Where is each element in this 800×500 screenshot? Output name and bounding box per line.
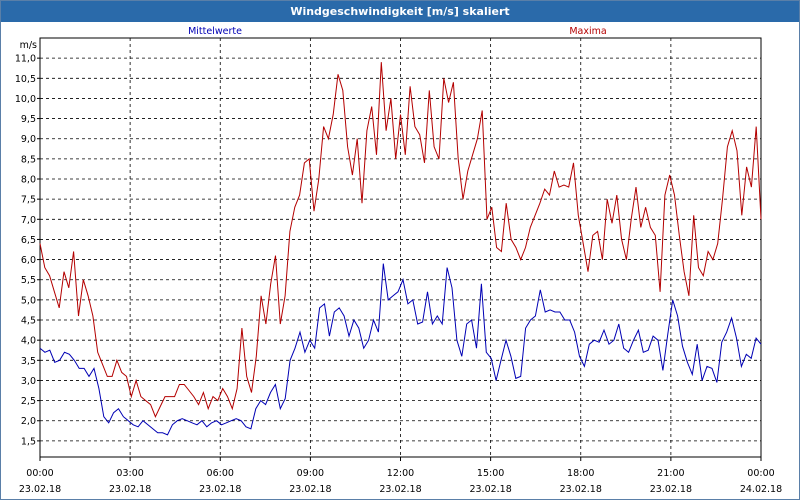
y-tick-label: 5,5 (21, 275, 36, 286)
x-tick-date: 23.02.18 (650, 484, 692, 495)
series-line-mittelwerte (39, 263, 762, 436)
y-tick-label: 2,0 (21, 416, 36, 427)
y-tick-label: 10,0 (15, 94, 36, 105)
y-tick-label: 3,0 (21, 376, 36, 387)
series-lines (39, 62, 762, 436)
x-tick-time: 15:00 (477, 468, 504, 479)
y-tick-label: 4,0 (21, 336, 36, 347)
y-tick-label: 8,0 (21, 175, 36, 186)
y-tick-label: 6,5 (21, 235, 36, 246)
x-tick-date: 23.02.18 (469, 484, 511, 495)
y-tick-label: 2,5 (21, 396, 36, 407)
x-tick-time: 00:00 (26, 468, 53, 479)
y-tick-label: 9,0 (21, 134, 36, 145)
x-tick-date: 23.02.18 (19, 484, 61, 495)
window-title: Windgeschwindigkeit [m/s] skaliert (1, 1, 799, 22)
y-tick-label: 3,5 (21, 356, 36, 367)
x-tick-time: 03:00 (116, 468, 143, 479)
y-tick-label: 10,5 (15, 74, 36, 85)
x-tick-date: 23.02.18 (199, 484, 241, 495)
x-tick-date: 23.02.18 (379, 484, 421, 495)
y-tick-label: 6,0 (21, 255, 36, 266)
series-line-maxima (39, 62, 762, 418)
legend-maxima: Maxima (569, 26, 606, 37)
x-tick-time: 18:00 (567, 468, 594, 479)
x-tick-date: 23.02.18 (289, 484, 331, 495)
x-tick-time: 06:00 (207, 468, 234, 479)
x-tick-time: 00:00 (747, 468, 774, 479)
y-tick-label: 7,0 (21, 215, 36, 226)
y-tick-label: 8,5 (21, 154, 36, 165)
x-tick-labels: 00:00 23.02.18 03:00 23.02.18 06:00 23.02.18 0… (19, 468, 782, 495)
x-tick-time: 09:00 (297, 468, 324, 479)
x-tick-time: 12:00 (387, 468, 414, 479)
y-tick-label: 4,5 (21, 316, 36, 327)
y-axis-unit: m/s (20, 40, 37, 51)
x-tick-date: 23.02.18 (109, 484, 151, 495)
legend-mittelwerte: Mittelwerte (188, 26, 242, 37)
y-tick-labels: 1,5 2,0 2,5 3,0 3,5 4,0 4,5 5,0 5,5 6,0 6,5 7,0 7,5 8… (15, 54, 36, 448)
y-tick-label: 1,5 (21, 436, 36, 447)
y-tick-label: 9,5 (21, 114, 36, 125)
y-tick-label: 7,5 (21, 195, 36, 206)
y-tick-label: 5,0 (21, 295, 36, 306)
x-tick-date: 24.02.18 (740, 484, 782, 495)
x-tick-time: 21:00 (657, 468, 684, 479)
x-tick-date: 23.02.18 (560, 484, 602, 495)
y-tick-label: 11,0 (15, 54, 36, 65)
